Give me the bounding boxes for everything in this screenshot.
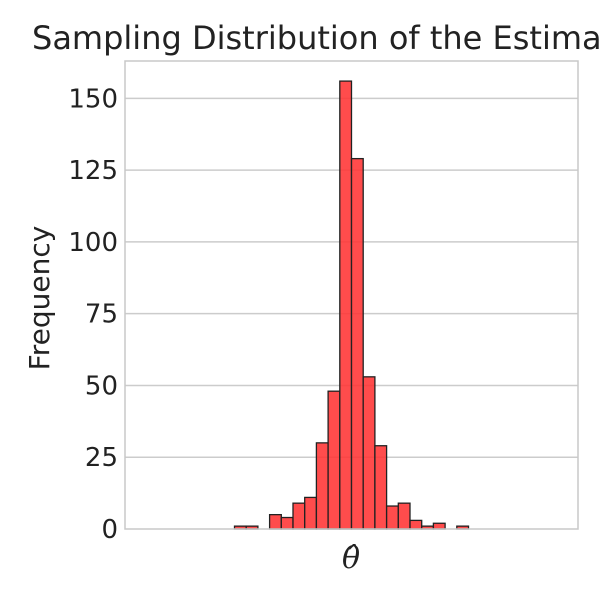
y-axis-label: Frequency [23, 226, 56, 371]
histogram-bar [268, 513, 282, 530]
histogram-bar [362, 376, 376, 530]
y-tick-label: 50 [85, 371, 118, 401]
histogram-bar [374, 445, 388, 530]
histogram-bar [350, 157, 364, 530]
y-tick-label: 100 [68, 228, 118, 258]
histogram-bar [339, 80, 353, 530]
y-tick-label: 150 [68, 84, 118, 114]
plot-frame [124, 60, 579, 530]
histogram-bar [292, 502, 306, 530]
histogram-bar [327, 390, 341, 530]
y-tick-label: 125 [68, 156, 118, 186]
histogram-bar [397, 502, 411, 530]
histogram-bar [409, 519, 423, 530]
histogram-bar [304, 496, 318, 530]
chart-title: Sampling Distribution of the Estimator [32, 19, 600, 57]
y-tick-labels: 0 25 50 75 100 125 150 [68, 84, 118, 545]
y-tick-label: 0 [101, 515, 118, 545]
histogram-bar [432, 522, 446, 530]
y-tick-label: 25 [85, 443, 118, 473]
histogram-bar [315, 442, 329, 530]
histogram-bars [233, 80, 470, 530]
x-axis-label: θ̂ [342, 541, 360, 576]
histogram-bar [385, 505, 399, 530]
y-tick-label: 75 [85, 300, 118, 330]
histogram-bar [280, 516, 294, 530]
